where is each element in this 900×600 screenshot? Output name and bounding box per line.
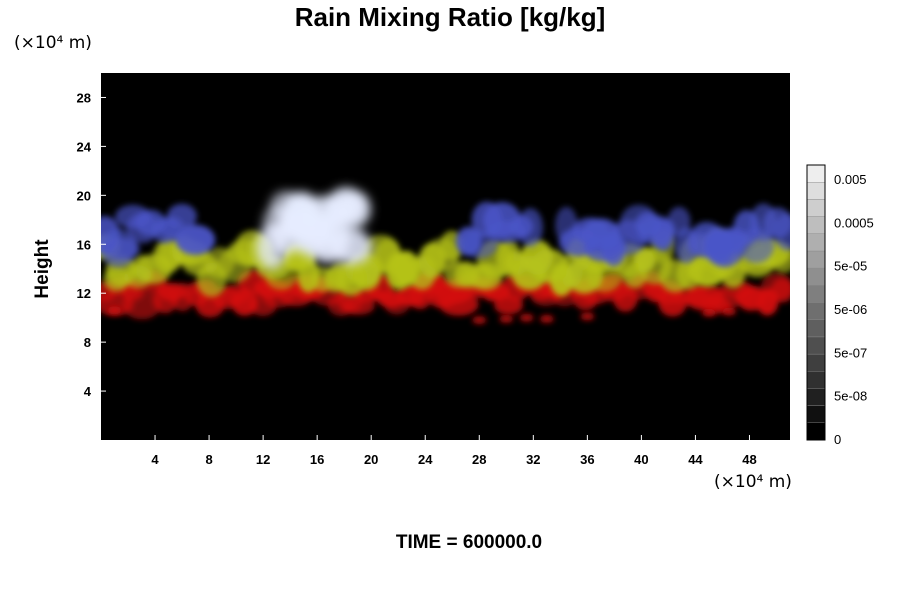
rain-blob	[499, 314, 514, 323]
colorbar-cell	[806, 371, 826, 389]
rain-blob	[580, 312, 595, 321]
colorbar-label: 5e-06	[834, 302, 867, 317]
colorbar-label: 0.0005	[834, 215, 874, 230]
colorbar-cell	[806, 199, 826, 217]
x-tick-label: 4	[151, 452, 159, 467]
rain-blob	[122, 290, 162, 320]
y-tick-label: 8	[84, 335, 91, 350]
x-axis: 4 8 12 16 20 24 28 32 36 40 44 48	[151, 435, 757, 467]
y-tick-label: 16	[77, 237, 91, 252]
x-tick-label: 20	[364, 452, 378, 467]
colorbar-cell	[806, 353, 826, 372]
x-tick-label: 12	[256, 452, 270, 467]
layer-red-drops	[107, 306, 737, 325]
rain-blob	[175, 224, 216, 255]
colorbar-cell	[806, 336, 826, 355]
colorbar-cell	[806, 181, 826, 200]
colorbar-cell	[806, 267, 826, 286]
x-tick-label: 48	[742, 452, 756, 467]
x-tick-label: 16	[310, 452, 324, 467]
colorbar-cell	[806, 319, 826, 338]
x-tick-label: 24	[418, 452, 433, 467]
colorbar-label: 5e-08	[834, 389, 867, 404]
x-tick-label: 28	[472, 452, 486, 467]
rain-blob	[517, 208, 543, 247]
colorbar-label: 0	[834, 432, 841, 447]
rain-blob	[166, 203, 197, 229]
rain-blob	[338, 190, 372, 228]
rain-blob	[539, 314, 554, 323]
x-tick-label: 32	[526, 452, 540, 467]
y-tick-label: 4	[84, 384, 92, 399]
colorbar-cell	[806, 388, 826, 406]
layer-blue	[101, 201, 790, 268]
x-tick-label: 44	[688, 452, 703, 467]
colorbar-label: 0.005	[834, 172, 867, 187]
colorbar-label: 5e-05	[834, 259, 867, 274]
rain-blob	[103, 237, 140, 260]
x-tick-label: 36	[580, 452, 594, 467]
colorbar: 0.005 0.0005 5e-05 5e-06 5e-07 5e-08 0	[806, 164, 874, 447]
colorbar-cell	[806, 250, 826, 269]
colorbar-cell	[806, 422, 826, 441]
rain-blob	[472, 316, 487, 325]
x-tick-label: 8	[205, 452, 212, 467]
colorbar-cell	[806, 302, 826, 320]
rain-blob	[774, 213, 790, 251]
x-tick-label: 40	[634, 452, 648, 467]
layer-white	[256, 187, 372, 270]
rain-blob	[265, 263, 297, 290]
rain-field	[101, 187, 790, 325]
colorbar-cell	[806, 233, 826, 252]
rain-blob	[330, 228, 372, 265]
colorbar-frame	[806, 164, 826, 441]
rain-blob	[771, 277, 790, 303]
colorbar-label: 5e-07	[834, 345, 867, 360]
y-tick-label: 12	[77, 286, 91, 301]
colorbar-cell	[806, 285, 826, 303]
y-tick-label: 24	[77, 139, 92, 154]
time-label: TIME = 600000.0	[395, 532, 543, 553]
colorbar-cell	[806, 164, 826, 183]
y-axis-unit: (×10⁴ m)	[14, 33, 92, 53]
colorbar-cell	[806, 216, 826, 235]
rain-blob	[701, 308, 716, 317]
y-tick-label: 28	[77, 90, 91, 105]
rain-blob	[722, 307, 737, 316]
y-axis: 4 8 12 16 20 24 28	[77, 90, 106, 399]
rain-blob	[519, 313, 534, 322]
x-axis-unit: (×10⁴ m)	[714, 472, 792, 492]
rain-blob	[107, 306, 122, 315]
rain-blob	[770, 243, 790, 274]
chart-title: Rain Mixing Ratio [kg/kg]	[294, 2, 606, 32]
y-tick-label: 20	[77, 188, 91, 203]
colorbar-cell	[806, 405, 826, 424]
